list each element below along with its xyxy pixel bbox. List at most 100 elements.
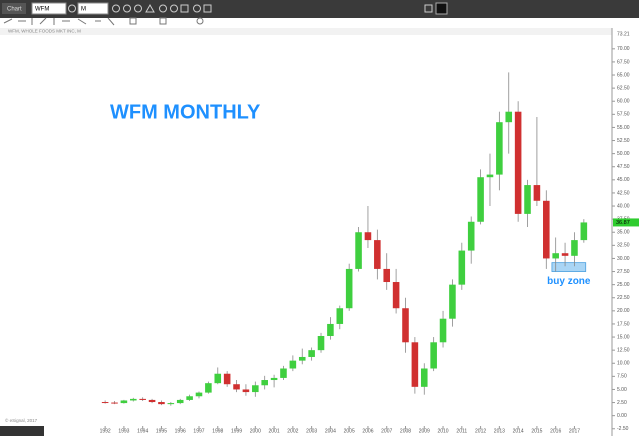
y-tick-label: 40.00 [617,203,630,209]
y-tick-label: 20.00 [617,308,630,314]
y-tick-label: 62.50 [617,85,630,91]
y-tick-label: 10.00 [617,361,630,367]
y-tick-label: 32.50 [617,243,630,249]
x-tick-label: 1996 [175,428,186,434]
x-tick-label: 2015 [531,428,542,434]
candle-body [242,389,250,393]
annotation-title: WFM MONTHLY [110,101,261,123]
y-tick-label: 15.00 [617,334,630,340]
y-tick-label: 45.00 [617,177,630,183]
candle-body [327,323,334,337]
y-tick-label: 42.50 [617,190,630,196]
y-tick-label: 30.00 [617,256,630,262]
x-tick-label: 1997 [193,428,204,434]
footer: © eSignal, 2017 [5,417,38,423]
candle-body [580,222,588,241]
candle-body [223,373,231,385]
y-tick-label: 65.00 [617,72,630,78]
symbol-input[interactable] [31,2,67,15]
candle-body [383,268,391,283]
candle-body [355,232,362,269]
y-tick-label: 22.50 [617,295,630,301]
candle-body [402,308,409,343]
candle-body [533,185,541,201]
x-tick-label: 2008 [400,428,411,434]
status-box [0,426,44,436]
candle-body [477,177,484,222]
candle-body [486,174,494,178]
y-tick-label: 67.50 [617,59,630,65]
candle-body [261,380,268,386]
candle-body [111,402,118,404]
x-tick-label: 1995 [156,428,167,434]
candle-body [543,200,550,259]
toolbar [0,0,639,18]
x-tick-label: 2013 [494,428,505,434]
x-tick-label: 2004 [325,428,336,434]
x-tick-label: 2005 [344,428,355,434]
y-tick-label: 60.00 [617,99,630,105]
x-tick-label: 2010 [437,428,448,434]
interval-input[interactable] [77,2,109,15]
candle-body [233,384,240,390]
interval-text: M [81,7,86,13]
y-tick-label: 52.50 [617,138,630,144]
buy-zone [551,262,587,272]
candle-body [214,373,222,384]
y-tick-label: 55.00 [617,125,630,131]
x-tick-label: 2017 [569,428,580,434]
candle-body [252,385,259,393]
candle-body [280,368,287,378]
y-tick-label: 70.00 [617,46,630,52]
candle-body [439,318,447,343]
y-tick-label: 47.50 [617,164,630,170]
y-tick-label: 17.50 [617,321,630,327]
candle-body [120,400,128,404]
candle-body [289,360,297,369]
x-tick-label: 1999 [231,428,242,434]
x-tick-label: 1994 [137,428,148,434]
x-tick-label: 2006 [362,428,373,434]
tab[interactable] [2,3,26,14]
candle-body [308,350,315,357]
tab-label: Chart [7,7,22,13]
y-tick-label: 7.50 [617,374,627,380]
buy-zone-label: buy zone [547,276,591,287]
y-tick-label: 12.50 [617,347,630,353]
x-tick-label: 2001 [269,428,280,434]
candle-body [374,240,381,269]
candle-body [317,336,325,351]
y-tick-label: 57.50 [617,112,630,118]
candle-body [195,392,203,397]
candle-body [430,342,437,369]
candle-body [449,284,456,319]
candle-body [420,368,428,387]
y-tick-label: 50.00 [617,151,630,157]
candle-body [524,185,531,214]
candle-body [186,396,193,400]
last-price-box [613,218,639,227]
y-tick-label: 2.50 [617,400,627,406]
candle-body [505,111,513,123]
subtitle: WFM, WHOLE FOODS MKT INC, M [8,29,81,34]
y-tick-label: 35.00 [617,230,630,236]
candle-body [167,403,175,405]
y-tick-label: -2.50 [617,426,629,432]
u-button[interactable] [435,2,448,15]
toolbar-icons[interactable] [68,3,433,13]
candle-body [514,111,522,214]
x-tick-label: 2012 [475,428,486,434]
candle-body [345,268,353,309]
candle-body [571,240,578,256]
candle-body [158,402,165,405]
candle-body [458,250,466,285]
x-tick-label: 2014 [513,428,524,434]
candle-body [496,122,503,175]
candle-body [364,232,372,241]
x-tick-label: 2002 [287,428,298,434]
x-tick-label: 2011 [456,428,467,434]
drawing-toolbar[interactable] [3,17,204,26]
x-tick-label: 2003 [306,428,317,434]
candle-body [467,221,475,251]
